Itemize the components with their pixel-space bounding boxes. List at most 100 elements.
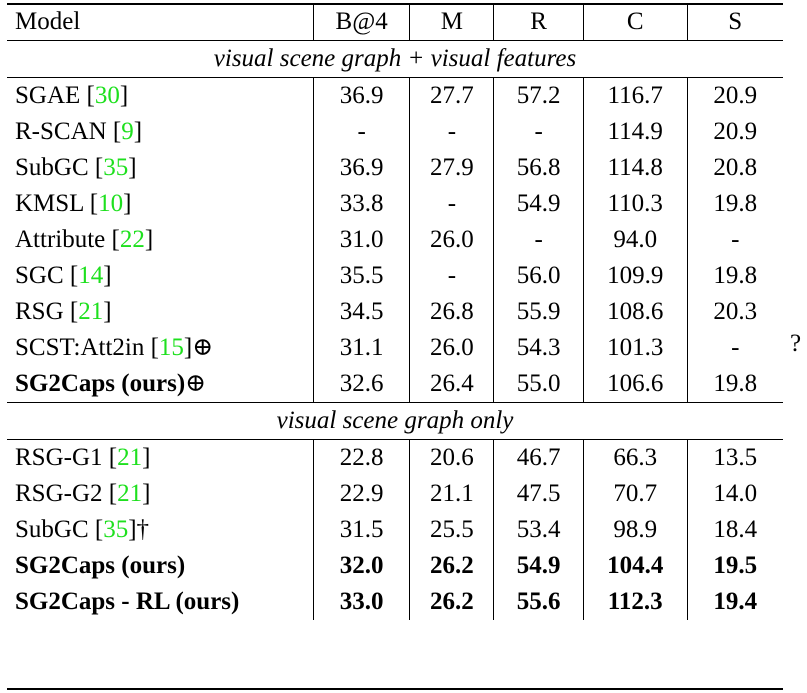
- value-bleu4: 31.1: [312, 330, 410, 366]
- model-name-cell: RSG-G1 [21]: [7, 440, 313, 477]
- value-meteor: -: [409, 114, 494, 150]
- value-rouge: 54.9: [493, 186, 584, 222]
- value-bleu4: 33.8: [312, 186, 410, 222]
- table-row: SubGC [35] 36.9 27.9 56.8 114.8 20.8: [7, 150, 783, 186]
- value-meteor: 25.5: [409, 512, 494, 548]
- citation-number[interactable]: 15: [158, 334, 184, 361]
- model-name-cell: RSG [21]: [7, 294, 313, 330]
- value-bleu4: 31.0: [312, 222, 410, 258]
- model-name-cell: SubGC [35]†: [7, 512, 313, 548]
- results-table: Model B@4 M R C S visual scene graph + v…: [7, 4, 783, 620]
- model-name-cell: SG2Caps (ours)⊕: [7, 366, 313, 403]
- table-row: SG2Caps - RL (ours) 33.0 26.2 55.6 112.3 19.4: [7, 584, 783, 620]
- value-cider: 110.3: [582, 186, 688, 222]
- value-spice: 13.5: [686, 439, 783, 476]
- model-name-cell: Attribute [22]: [7, 222, 313, 258]
- citation-number[interactable]: 9: [121, 118, 134, 145]
- model-name-cell: KMSL [10]: [7, 186, 313, 222]
- value-cider: 114.9: [582, 114, 688, 150]
- value-rouge: 46.7: [493, 439, 584, 476]
- value-bleu4: 31.5: [312, 512, 410, 548]
- value-bleu4: 32.0: [312, 548, 410, 584]
- model-name: SGC [: [15, 262, 79, 289]
- table-bottom-rule: [7, 688, 783, 690]
- value-rouge: 54.9: [493, 548, 584, 584]
- side-question-mark: ?: [790, 330, 802, 357]
- value-cider: 94.0: [582, 222, 688, 258]
- citation-number[interactable]: 10: [98, 190, 124, 217]
- citation-number[interactable]: 14: [78, 262, 104, 289]
- model-name-cell: SG2Caps (ours): [7, 548, 313, 584]
- citation-number[interactable]: 21: [117, 444, 143, 471]
- model-name-suffix: ]: [142, 444, 151, 471]
- value-bleu4: 33.0: [312, 584, 410, 620]
- value-rouge: -: [493, 114, 584, 150]
- value-rouge: 57.2: [493, 77, 584, 114]
- value-cider: 114.8: [582, 150, 688, 186]
- citation-number[interactable]: 21: [117, 480, 143, 507]
- table-row: RSG [21] 34.5 26.8 55.9 108.6 20.3: [7, 294, 783, 330]
- value-spice: 19.8: [686, 366, 783, 403]
- value-spice: 20.8: [686, 150, 783, 186]
- model-name: RSG [: [15, 298, 79, 325]
- value-bleu4: 22.8: [312, 439, 410, 476]
- header-model: Model: [15, 8, 81, 35]
- value-meteor: 26.2: [409, 584, 494, 620]
- table-row: SCST:Att2in [15]⊕ 31.1 26.0 54.3 101.3-: [7, 330, 783, 366]
- value-cider: 70.7: [582, 476, 688, 512]
- model-name-cell: SGAE [30]: [7, 78, 313, 115]
- header-rouge: R: [493, 4, 584, 41]
- table-row: RSG-G1 [21] 22.8 20.6 46.7 66.3 13.5: [7, 439, 783, 477]
- section-header-row: visual scene graph only: [7, 402, 783, 440]
- header-meteor: M: [409, 4, 494, 41]
- value-rouge: 55.6: [493, 584, 584, 620]
- model-name: SG2Caps (ours): [15, 370, 186, 397]
- table-row: SG2Caps (ours)⊕ 32.6 26.4 55.0 106.6 19.8: [7, 366, 783, 403]
- table-row: SubGC [35]† 31.5 25.5 53.4 98.9 18.4: [7, 512, 783, 548]
- value-bleu4: -: [312, 114, 410, 150]
- value-rouge: 53.4: [493, 512, 584, 548]
- citation-number[interactable]: 35: [103, 516, 129, 543]
- model-name: SG2Caps (ours): [15, 552, 186, 579]
- model-name: SubGC [: [15, 154, 104, 181]
- value-cider: 104.4: [582, 548, 688, 584]
- value-rouge: -: [493, 222, 584, 258]
- model-name: RSG-G2 [: [15, 480, 118, 507]
- model-name-cell: SGC [14]: [7, 258, 313, 294]
- table-row: SGC [14] 35.5-56.0 109.9 19.8: [7, 258, 783, 294]
- table-row: KMSL [10] 33.8-54.9 110.3 19.8: [7, 186, 783, 222]
- value-bleu4: 34.5: [312, 294, 410, 330]
- model-name-suffix: ]: [103, 298, 112, 325]
- citation-number[interactable]: 35: [103, 154, 129, 181]
- section-title: visual scene graph only: [7, 402, 783, 440]
- value-meteor: 26.4: [409, 366, 494, 403]
- header-spice: S: [686, 4, 783, 41]
- value-spice: -: [686, 330, 783, 366]
- model-name-suffix: ]⊕: [183, 334, 214, 361]
- value-spice: 19.8: [686, 258, 783, 294]
- model-name-cell: R-SCAN [9]: [7, 114, 313, 150]
- citation-number[interactable]: 21: [78, 298, 104, 325]
- value-spice: 20.9: [686, 114, 783, 150]
- value-rouge: 56.8: [493, 150, 584, 186]
- value-cider: 106.6: [582, 366, 688, 403]
- value-meteor: 21.1: [409, 476, 494, 512]
- value-meteor: 26.8: [409, 294, 494, 330]
- value-cider: 98.9: [582, 512, 688, 548]
- model-name-cell: SubGC [35]: [7, 150, 313, 186]
- model-name: SGAE [: [15, 82, 95, 109]
- citation-number[interactable]: 30: [94, 82, 120, 109]
- value-cider: 101.3: [582, 330, 688, 366]
- value-rouge: 55.9: [493, 294, 584, 330]
- citation-number[interactable]: 22: [119, 226, 145, 253]
- value-meteor: 27.7: [409, 77, 494, 114]
- table-row: Attribute [22] 31.0 26.0-94.0-: [7, 222, 783, 258]
- model-name: R-SCAN [: [15, 118, 122, 145]
- value-bleu4: 36.9: [312, 150, 410, 186]
- model-name-suffix: ⊕: [185, 370, 207, 397]
- value-spice: 19.5: [686, 548, 783, 584]
- value-bleu4: 22.9: [312, 476, 410, 512]
- value-meteor: 26.0: [409, 330, 494, 366]
- value-bleu4: 36.9: [312, 77, 410, 114]
- table-row: RSG-G2 [21] 22.9 21.1 47.5 70.7 14.0: [7, 476, 783, 512]
